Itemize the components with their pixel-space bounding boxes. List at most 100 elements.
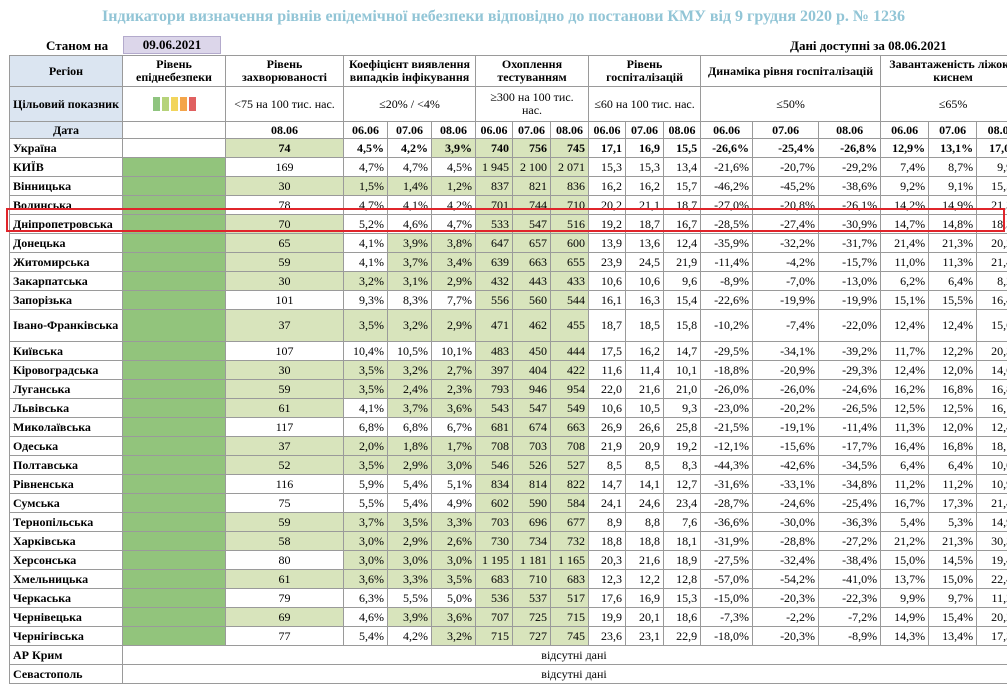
hosp-dynamics-value: -19,9%: [752, 290, 820, 310]
testing-value: 1 195: [475, 550, 513, 570]
hosp-value: 16,2: [625, 176, 665, 196]
oxygen-value: 22,4%: [976, 569, 1007, 589]
oxygen-value: 21,3%: [928, 531, 978, 551]
oxygen-value: 11,3%: [928, 252, 978, 272]
region-name: Україна: [9, 138, 123, 158]
region-name: Рівненська: [9, 474, 123, 494]
positivity-value: 3,9%: [387, 233, 432, 253]
hosp-dynamics-value: -8,9%: [700, 271, 754, 291]
table-row: Кіровоградська 30 3,5% 3,2% 2,7% 397 404 422 11,…: [9, 360, 1007, 380]
hosp-value: 9,6: [663, 271, 702, 291]
hosp-value: 10,6: [625, 271, 665, 291]
hosp-dynamics-value: -54,2%: [752, 569, 820, 589]
oxygen-value: 11,2%: [976, 588, 1007, 608]
oxygen-value: 8,2%: [976, 271, 1007, 291]
testing-value: 590: [512, 493, 551, 513]
oxygen-value: 21,4%: [880, 233, 930, 253]
oxygen-value: 13,4%: [928, 626, 978, 646]
hosp-value: 21,6: [625, 550, 665, 570]
hosp-value: 12,2: [625, 569, 665, 589]
hosp-value: 24,5: [625, 252, 665, 272]
testing-value: 745: [549, 626, 590, 646]
oxygen-value: 16,8%: [928, 379, 978, 399]
table-row: Сумська 75 5,5% 5,4% 4,9% 602 590 584 24,1 24,6 23…: [9, 493, 1007, 513]
hosp-value: 16,9: [625, 588, 665, 608]
oxygen-value: 7,4%: [880, 157, 930, 177]
hosp-value: 18,7: [625, 214, 665, 234]
hosp-dynamics-value: -42,6%: [752, 455, 820, 475]
level-swatch-3: [170, 97, 178, 112]
oxygen-value: 10,0%: [976, 455, 1007, 475]
hosp-value: 26,9: [588, 417, 627, 437]
region-name: Херсонська: [9, 550, 123, 570]
region-name: Черкаська: [9, 588, 123, 608]
positivity-value: 3,4%: [431, 252, 476, 272]
date-oxygen-3: 08.06: [976, 121, 1007, 139]
hosp-dynamics-value: -26,1%: [818, 195, 882, 215]
positivity-value: 2,9%: [431, 271, 476, 291]
oxygen-value: 12,4%: [880, 309, 930, 342]
oxygen-value: 18,1%: [976, 436, 1007, 456]
positivity-value: 4,1%: [343, 233, 388, 253]
hosp-dynamics-value: -12,1%: [700, 436, 754, 456]
hosp-dynamics-value: -36,3%: [818, 512, 882, 532]
oxygen-value: 6,4%: [928, 455, 978, 475]
positivity-value: 3,3%: [387, 569, 432, 589]
positivity-value: 10,4%: [343, 341, 388, 361]
oxygen-value: 10,9%: [976, 474, 1007, 494]
level-cell: [122, 455, 226, 475]
oxygen-value: 13,7%: [880, 569, 930, 589]
positivity-value: 6,8%: [343, 417, 388, 437]
oxygen-value: 12,0%: [928, 360, 978, 380]
positivity-value: 2,9%: [431, 309, 476, 342]
positivity-value: 4,5%: [431, 157, 476, 177]
table-row: Харківська 58 3,0% 2,9% 2,6% 730 734 732 18,8 18,…: [9, 531, 1007, 551]
hosp-value: 20,2: [588, 195, 627, 215]
level-cell: [122, 436, 226, 456]
hosp-value: 8,3: [663, 455, 702, 475]
positivity-value: 4,2%: [387, 138, 432, 158]
header-region: Регіон: [9, 55, 123, 87]
target-incidence: <75 на 100 тис. нас.: [225, 86, 344, 122]
positivity-value: 4,1%: [387, 195, 432, 215]
hosp-value: 26,6: [625, 417, 665, 437]
table-row: Івано-Франківська 37 3,5% 3,2% 2,9% 471 462 455…: [9, 309, 1007, 342]
hosp-dynamics-value: -31,6%: [700, 474, 754, 494]
level-cell: [122, 607, 226, 627]
oxygen-value: 5,4%: [880, 512, 930, 532]
region-name: Житомирська: [9, 252, 123, 272]
table-row-missing: Севастополь відсутні дані: [9, 664, 1007, 684]
incidence-value: 101: [225, 290, 344, 310]
hosp-dynamics-value: -11,4%: [700, 252, 754, 272]
hosp-dynamics-value: -7,4%: [752, 309, 820, 342]
hosp-value: 15,3: [588, 157, 627, 177]
testing-value: 674: [512, 417, 551, 437]
oxygen-value: 9,7%: [928, 588, 978, 608]
hosp-value: 24,6: [625, 493, 665, 513]
date-hosp-dynamics-2: 07.06: [752, 121, 820, 139]
hosp-value: 10,6: [588, 271, 627, 291]
hosp-value: 25,8: [663, 417, 702, 437]
region-name: Хмельницька: [9, 569, 123, 589]
hosp-value: 10,5: [625, 398, 665, 418]
hosp-value: 14,7: [588, 474, 627, 494]
table-row: Україна 74 4,5% 4,2% 3,9% 740 756 745 17,1 16,9 15…: [9, 138, 1007, 158]
testing-value: 740: [475, 138, 513, 158]
table-row: Полтавська 52 3,5% 2,9% 3,0% 546 526 527 8,5 8,5 8…: [9, 455, 1007, 475]
oxygen-value: 16,8%: [928, 436, 978, 456]
table-row: Закарпатська 30 3,2% 3,1% 2,9% 432 443 433 10,6 1…: [9, 271, 1007, 291]
oxygen-value: 14,2%: [880, 195, 930, 215]
positivity-value: 3,7%: [387, 252, 432, 272]
testing-value: 444: [549, 341, 590, 361]
incidence-value: 61: [225, 398, 344, 418]
region-name: Чернігівська: [9, 626, 123, 646]
hosp-dynamics-value: -19,1%: [752, 417, 820, 437]
oxygen-value: 14,7%: [880, 214, 930, 234]
positivity-value: 7,7%: [431, 290, 476, 310]
level-swatch-1: [152, 97, 160, 112]
hosp-dynamics-value: -22,6%: [700, 290, 754, 310]
hosp-dynamics-value: -15,6%: [752, 436, 820, 456]
hosp-value: 10,1: [663, 360, 702, 380]
date-hosp-dynamics-3: 08.06: [818, 121, 882, 139]
hosp-dynamics-value: -26,6%: [700, 138, 754, 158]
